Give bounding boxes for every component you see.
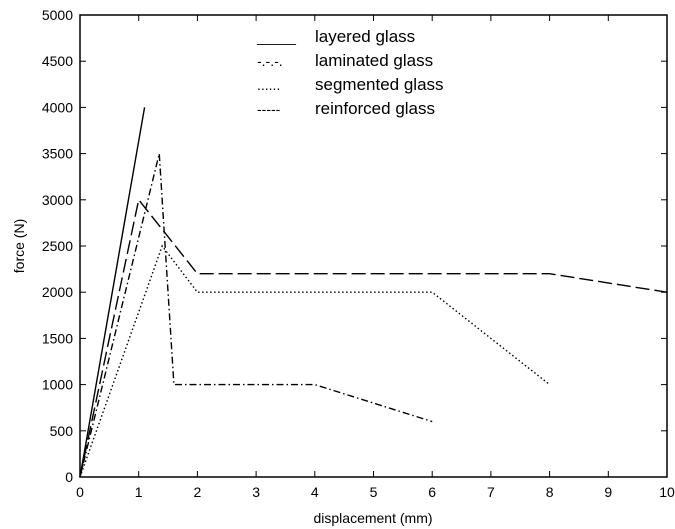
x-tick-label: 0 — [76, 484, 84, 500]
x-tick-label: 7 — [487, 484, 495, 500]
x-tick-label: 1 — [135, 484, 143, 500]
series-layer — [79, 107, 668, 478]
y-tick-label: 2500 — [42, 238, 73, 254]
y-tick-label: 1500 — [42, 330, 73, 346]
y-tick-label: 5000 — [42, 7, 73, 23]
y-tick-label: 3000 — [42, 192, 73, 208]
series-line-laminated-glass — [79, 153, 433, 478]
x-tick-label: 3 — [252, 484, 260, 500]
y-axis-title: force (N) — [11, 219, 27, 273]
series-line-layered-glass — [79, 107, 146, 478]
y-tick-label: 2000 — [42, 284, 73, 300]
x-tick-label: 2 — [194, 484, 202, 500]
legend-label: layered glass — [315, 27, 415, 46]
x-tick-label: 6 — [428, 484, 436, 500]
x-tick-label: 8 — [546, 484, 554, 500]
legend-sample: _____ — [256, 29, 296, 45]
x-tick-label: 10 — [659, 484, 675, 500]
legend-label: laminated glass — [315, 51, 433, 70]
legend-sample: -.-.-. — [257, 53, 283, 69]
x-axis-title: displacement (mm) — [313, 510, 432, 526]
x-tick-label: 5 — [370, 484, 378, 500]
y-tick-label: 4000 — [42, 99, 73, 115]
y-tick-label: 500 — [50, 423, 74, 439]
legend-label: reinforced glass — [315, 99, 435, 118]
series-line-segmented-glass — [79, 244, 551, 478]
legend-label: segmented glass — [315, 75, 444, 94]
y-tick-label: 3500 — [42, 146, 73, 162]
axis-ticks: 0 1 2 3 4 5 6 7 8 9 10 0 500 1000 1500 2000 2500 3000 3500… — [42, 7, 675, 500]
series-line-reinforced-glass — [79, 198, 668, 478]
x-tick-label: 9 — [604, 484, 612, 500]
y-tick-label: 0 — [65, 469, 73, 485]
legend-sample: ...... — [257, 77, 280, 93]
legend-sample: ----- — [257, 101, 281, 117]
y-tick-label: 4500 — [42, 53, 73, 69]
y-tick-label: 1000 — [42, 377, 73, 393]
x-tick-label: 4 — [311, 484, 319, 500]
legend: _____ layered glass -.-.-. laminated glass.… — [256, 27, 444, 118]
